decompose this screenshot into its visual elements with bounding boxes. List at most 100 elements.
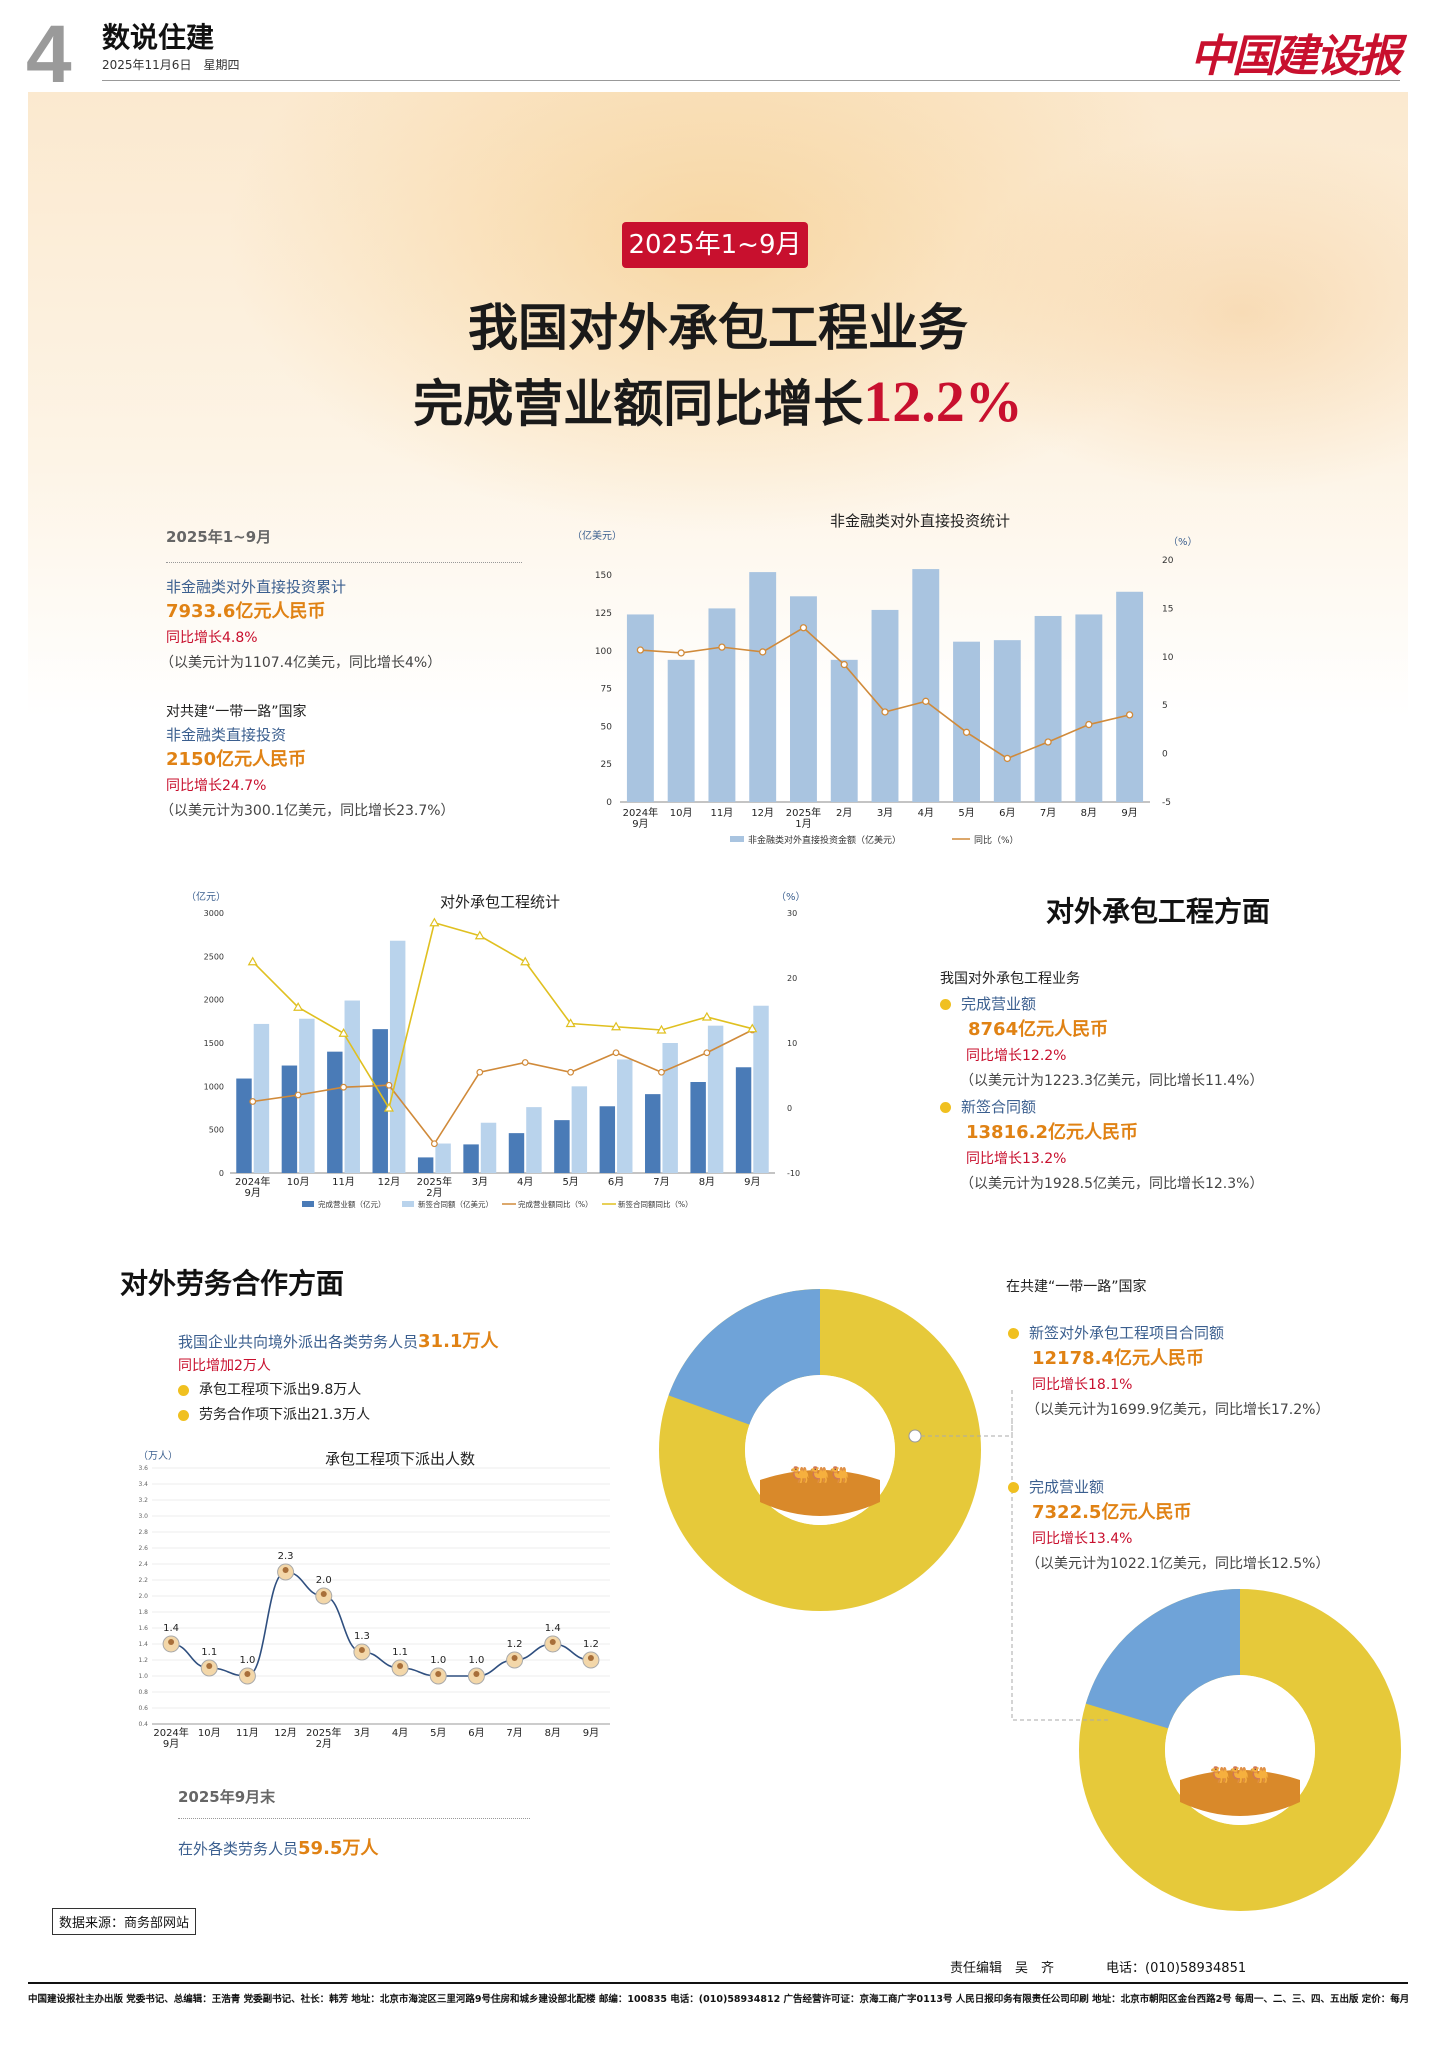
x-tick-label: 2月 (836, 807, 852, 819)
contract-yoy-point (611, 1021, 622, 1031)
y-tick-label: 2.8 (138, 1529, 148, 1536)
data-label: 1.0 (430, 1655, 446, 1666)
y-tick-label: 25 (601, 760, 612, 770)
x-tick-label: 5月 (562, 1176, 578, 1188)
y-tick-label: 3.2 (138, 1497, 148, 1504)
labor-end-value: 59.5万人 (298, 1838, 379, 1859)
y-tick-label: 150 (595, 571, 612, 581)
labor-item-1: 承包工程项下派出9.8万人 (178, 1383, 361, 1397)
yoy-point (718, 643, 726, 651)
page-number: 4 (26, 9, 72, 100)
y-tick-label: 3.6 (138, 1465, 148, 1472)
contract-yoy-point (701, 1011, 712, 1021)
x-tick-label: 9月 (744, 1176, 760, 1188)
belt-road-label: 对共建“一带一路”国家 (166, 704, 307, 720)
y2-tick-label: 20 (1162, 556, 1174, 566)
yoy-point (1044, 738, 1052, 746)
revenue-yoy-point (612, 1049, 620, 1057)
revenue-yoy-point (476, 1068, 484, 1076)
contract-yoy-line (252, 921, 753, 1111)
investment-label: 非金融类对外直接投资累计 (166, 578, 347, 596)
bar-revenue (554, 1120, 570, 1173)
bar (708, 608, 736, 802)
y2-tick-label: 15 (1162, 604, 1173, 614)
legend-bar-swatch (730, 836, 744, 842)
camel-icon: 🐫🐫🐫 (1210, 1765, 1270, 1784)
y-tick-label: 0 (219, 1169, 224, 1178)
contract-yoy-point (474, 930, 485, 940)
worker-head-icon (587, 1655, 594, 1661)
y2-tick-label: 0 (1162, 750, 1168, 760)
section-title: 数说住建 (102, 21, 215, 54)
contract-rev-usd: （以美元计为1223.3亿美元，同比增长11.4%） (960, 1073, 1264, 1089)
labor-item-1-text: 承包工程项下派出9.8万人 (199, 1382, 362, 1398)
data-label: 1.3 (354, 1631, 370, 1642)
y-tick-label: 0.8 (138, 1689, 148, 1696)
contract-chart: 050010001500200025003000-1001020302024年9… (204, 909, 800, 1209)
data-label: 1.4 (545, 1623, 561, 1634)
y2-tick-label: -5 (1162, 798, 1171, 808)
y-tick-label: 500 (209, 1126, 224, 1135)
chart3-title: 承包工程项下派出人数 (324, 1450, 475, 1468)
worker-head-icon (244, 1671, 251, 1677)
bar-new-contract (526, 1107, 542, 1173)
y-tick-label: 1.2 (138, 1657, 148, 1664)
contract-section-title: 对外承包工程方面 (1046, 895, 1271, 928)
worker-head-icon (358, 1647, 365, 1653)
revenue-yoy-point (294, 1091, 302, 1099)
belt-road-sub: 非金融类直接投资 (166, 726, 287, 744)
labor-item-2: 劳务合作项下派出21.3万人 (178, 1408, 370, 1422)
header-divider (102, 80, 1400, 81)
bar (1034, 615, 1062, 802)
contract-new-value: 13816.2亿元人民币 (966, 1122, 1138, 1143)
x-tick-label: 2025年 (786, 806, 821, 819)
data-label: 1.2 (507, 1639, 523, 1650)
y2-tick-label: 10 (787, 1039, 797, 1048)
bar (626, 614, 654, 802)
y-tick-label: 2.0 (138, 1593, 148, 1600)
x-tick-label: 6月 (608, 1176, 624, 1188)
worker-head-icon (168, 1639, 175, 1645)
divider (178, 1818, 530, 1820)
y-tick-label: 2.6 (138, 1545, 148, 1552)
br-new-value: 12178.4亿元人民币 (1032, 1348, 1204, 1369)
data-label: 1.2 (583, 1639, 599, 1650)
bar-revenue (417, 1157, 434, 1173)
contract-yoy-point (429, 917, 440, 927)
bar-revenue (508, 1133, 525, 1173)
x-tick-label: 11月 (236, 1727, 259, 1739)
donut2-blue-segment (1085, 1589, 1242, 1730)
bar (993, 640, 1021, 802)
revenue-yoy-line (252, 1029, 753, 1146)
yoy-point (759, 648, 767, 656)
editor-line: 责任编辑 吴 齐 电话：(010)58934851 (950, 1961, 1247, 1976)
labor-end-text: 在外各类劳务人员 (178, 1840, 299, 1858)
contract-yoy-point (565, 1018, 576, 1028)
yoy-point (1125, 711, 1134, 719)
data-label: 1.0 (468, 1655, 484, 1666)
bar-revenue (690, 1082, 706, 1173)
x-tick-label: 1月 (795, 818, 811, 830)
worker-head-icon (282, 1567, 289, 1573)
y-tick-label: 2500 (204, 952, 224, 961)
labor-intro-value: 31.1万人 (418, 1331, 499, 1352)
x-tick-label: 12月 (274, 1727, 297, 1739)
x-tick-label: 8月 (699, 1176, 715, 1188)
legend-swatch (402, 1201, 414, 1207)
data-source: 数据来源：商务部网站 (52, 1908, 197, 1935)
x-tick-label: 12月 (378, 1176, 401, 1188)
contract-rev-label: 完成营业额 (940, 997, 1036, 1012)
br-new-growth: 同比增长18.1% (1032, 1377, 1133, 1393)
labor-intro: 我国企业共向境外派出各类劳务人员31.1万人 (178, 1333, 498, 1351)
y-tick-label: 1.8 (138, 1609, 148, 1616)
yoy-point (962, 728, 971, 736)
chart2-ylabel: （亿元） (186, 892, 226, 903)
y-tick-label: 3000 (204, 909, 224, 918)
revenue-yoy-point (385, 1081, 393, 1089)
y-tick-label: 1500 (204, 1039, 224, 1048)
bar-new-contract (389, 940, 406, 1173)
chart1-y2label: （%） (1168, 537, 1198, 548)
belt-road-usd: （以美元计为300.1亿美元，同比增长23.7%） (160, 803, 455, 819)
br-new-label: 新签对外承包工程项目合同额 (1008, 1326, 1224, 1341)
